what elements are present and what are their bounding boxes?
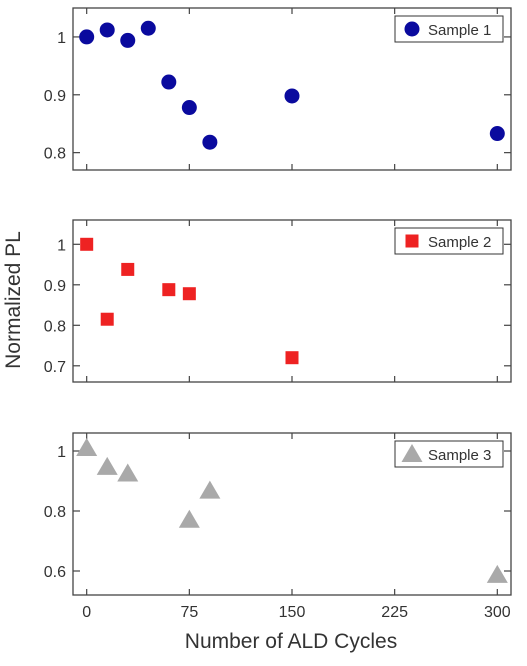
x-tick-label: 300 xyxy=(484,604,511,621)
legend: Sample 2 xyxy=(394,227,504,255)
panel-1: 1 0.9 0.8 Sample 1 xyxy=(44,7,512,171)
y-tick-label: 0.6 xyxy=(44,564,66,581)
y-tick-label: 0.9 xyxy=(44,278,66,295)
data-point xyxy=(284,88,300,104)
x-axis-label: Number of ALD Cycles xyxy=(185,630,397,653)
y-axis-label: Normalized PL xyxy=(2,231,25,369)
y-tick-label: 1 xyxy=(57,237,66,254)
x-tick-label: 75 xyxy=(180,604,198,621)
data-point xyxy=(285,351,299,365)
data-point xyxy=(121,262,135,276)
data-point xyxy=(140,20,156,36)
x-tick-label: 0 xyxy=(82,604,91,621)
legend: Sample 1 xyxy=(394,15,504,43)
data-point xyxy=(162,283,176,297)
data-point xyxy=(120,32,136,48)
data-point xyxy=(117,463,139,482)
y-tick-label: 0.7 xyxy=(44,359,66,376)
data-point xyxy=(76,438,98,456)
legend-marker xyxy=(404,21,420,37)
data-point xyxy=(80,237,94,251)
data-point xyxy=(182,287,196,301)
legend-label: Sample 3 xyxy=(428,447,491,464)
data-point xyxy=(161,74,177,90)
x-tick-label: 150 xyxy=(279,604,306,621)
x-tick-label: 225 xyxy=(381,604,408,621)
data-point xyxy=(99,22,115,38)
y-tick-label: 0.8 xyxy=(44,318,66,335)
legend-marker xyxy=(405,234,419,248)
legend: Sample 3 xyxy=(394,440,504,468)
data-point xyxy=(178,509,200,528)
data-point xyxy=(181,100,197,116)
data-point xyxy=(486,564,508,583)
panels: 1 0.9 0.8 Sample 1 1 0.9 0.8 0.7 Sample 2 1 0.8 0.6… xyxy=(44,7,512,621)
data-point xyxy=(202,134,218,150)
legend-box xyxy=(394,227,504,255)
y-tick-label: 0.8 xyxy=(44,504,66,521)
y-tick-label: 0.8 xyxy=(44,146,66,163)
panel-2: 1 0.9 0.8 0.7 Sample 2 xyxy=(44,219,512,383)
data-point xyxy=(489,126,505,142)
data-point xyxy=(199,480,221,499)
y-tick-label: 1 xyxy=(57,30,66,47)
data-point xyxy=(100,312,114,326)
data-point xyxy=(79,29,95,45)
legend-label: Sample 1 xyxy=(428,22,491,39)
data-point xyxy=(96,456,118,475)
panel-3: 1 0.8 0.6 0 75 150 225 300 Sample 3 xyxy=(44,432,512,621)
legend-marker xyxy=(401,444,423,462)
legend-label: Sample 2 xyxy=(428,234,491,251)
y-tick-label: 1 xyxy=(57,444,66,461)
y-tick-label: 0.9 xyxy=(44,88,66,105)
